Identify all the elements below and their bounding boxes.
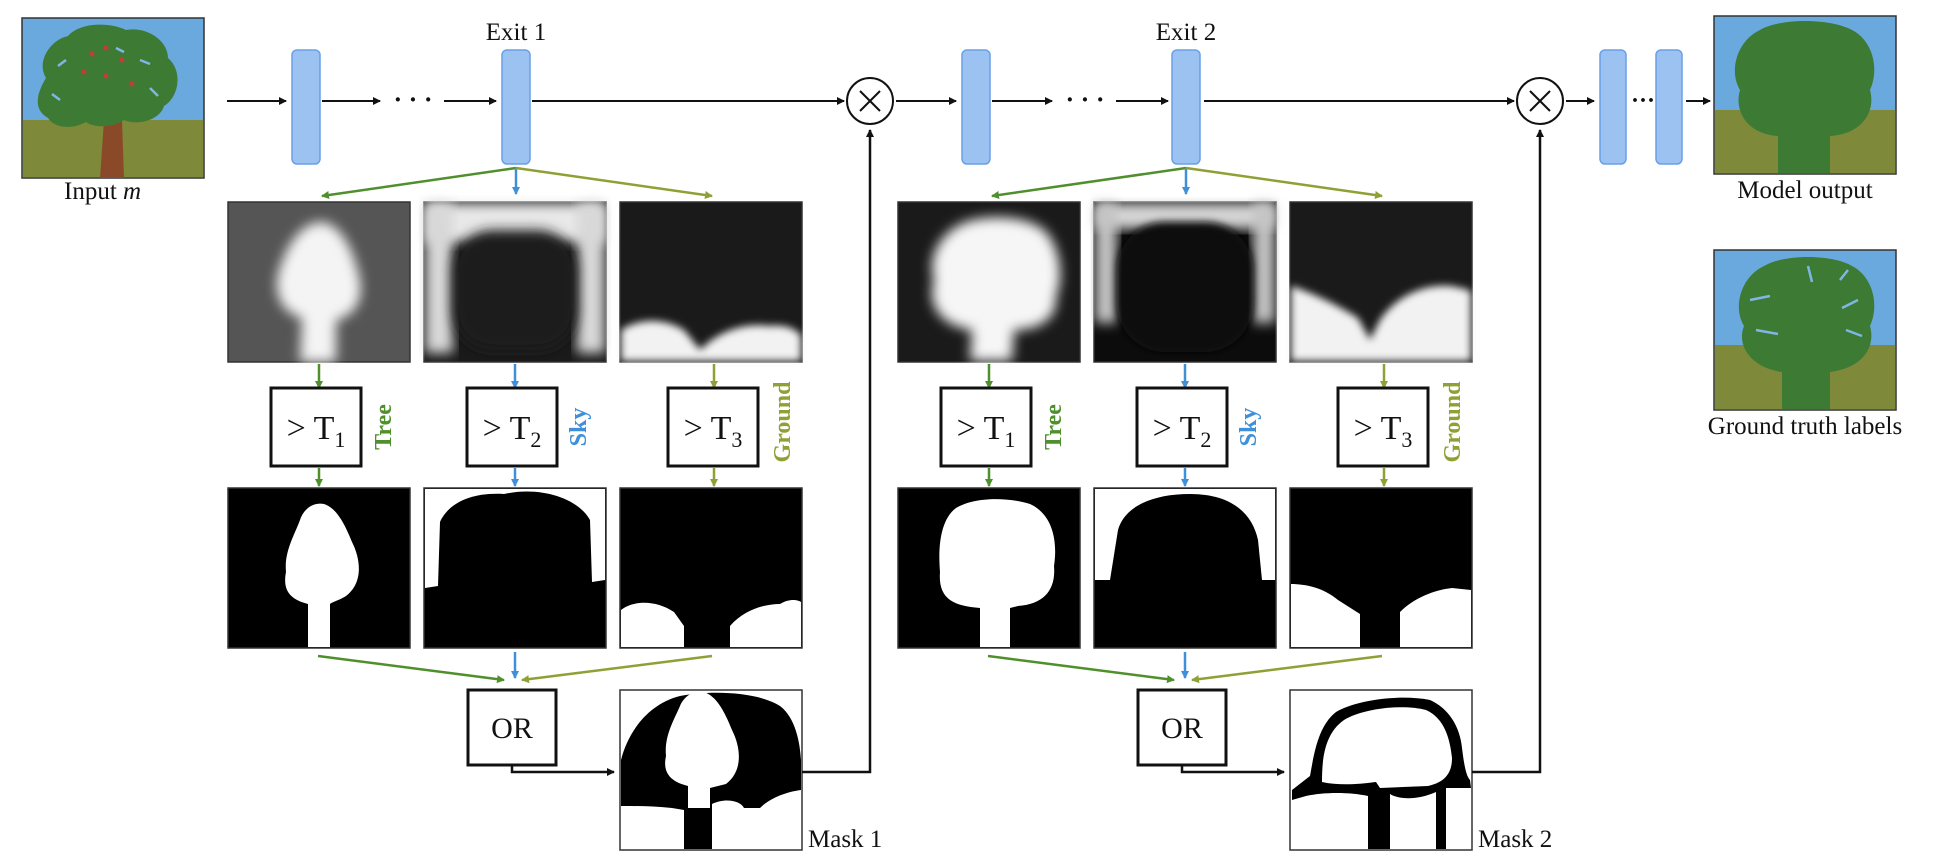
ellipsis-3: ··· bbox=[1631, 88, 1655, 114]
exit-1-label: Exit 1 bbox=[486, 19, 546, 46]
svg-text:> T2: > T2 bbox=[1153, 410, 1212, 452]
multiply-node-2 bbox=[1516, 77, 1564, 125]
exit1-threshold-ground: > T3 bbox=[666, 386, 760, 468]
exit2-threshold-ground: > T3 bbox=[1336, 386, 1430, 468]
svg-text:> T2: > T2 bbox=[483, 410, 542, 452]
exit-2-branch: > T1 > T2 > T3 Tree Sky Ground bbox=[897, 129, 1552, 853]
mask-1-label: Mask 1 bbox=[808, 826, 882, 853]
exit2-ground-prob-map bbox=[1289, 201, 1473, 363]
svg-text:OR: OR bbox=[491, 712, 533, 745]
exit1-tree-binary-mask bbox=[227, 487, 411, 649]
exit2-threshold-tree: > T1 bbox=[939, 386, 1033, 468]
exit2-class-ground-label: Ground bbox=[1440, 381, 1466, 463]
exit1-threshold-tree: > T1 bbox=[269, 386, 363, 468]
exit2-tree-prob-map bbox=[897, 201, 1081, 363]
mask-1-image bbox=[619, 689, 803, 851]
exit2-tree-binary-mask bbox=[897, 487, 1081, 649]
exit1-ground-binary-mask bbox=[619, 487, 803, 649]
multiply-node-1 bbox=[846, 77, 894, 125]
exit2-or-gate: OR bbox=[1136, 688, 1228, 767]
ellipsis-1: · · · bbox=[393, 85, 432, 114]
exit1-class-sky-label: Sky bbox=[566, 408, 592, 447]
exit-2-label: Exit 2 bbox=[1156, 19, 1216, 46]
network-blocks bbox=[291, 49, 1683, 165]
layer-block-2 bbox=[961, 49, 991, 165]
mask-2-label: Mask 2 bbox=[1478, 826, 1552, 853]
layer-block-3 bbox=[1599, 49, 1627, 165]
svg-text:> T3: > T3 bbox=[1354, 410, 1413, 452]
layer-block-exit1 bbox=[501, 49, 531, 165]
exit2-class-sky-label: Sky bbox=[1236, 408, 1262, 447]
layer-block-4 bbox=[1655, 49, 1683, 165]
ground-truth-label: Ground truth labels bbox=[1708, 413, 1902, 440]
input-image bbox=[21, 17, 205, 179]
exit1-class-ground-label: Ground bbox=[770, 381, 796, 463]
exit1-or-gate: OR bbox=[466, 688, 558, 767]
svg-text:> T3: > T3 bbox=[684, 410, 743, 452]
exit-1-branch: > T1 > T2 > T3 Tree Sky Ground bbox=[227, 129, 882, 853]
exit1-threshold-sky: > T2 bbox=[465, 386, 559, 468]
exit1-class-tree-label: Tree bbox=[371, 404, 397, 450]
mask-2-image bbox=[1289, 689, 1473, 851]
exit1-sky-binary-mask bbox=[423, 487, 607, 649]
exit1-tree-prob-map bbox=[227, 201, 411, 363]
layer-block-1 bbox=[291, 49, 321, 165]
exit2-sky-prob-map bbox=[1093, 201, 1277, 363]
exit1-sky-prob-map bbox=[423, 201, 607, 363]
exit2-class-tree-label: Tree bbox=[1041, 404, 1067, 450]
exit1-ground-prob-map bbox=[619, 201, 803, 363]
ellipsis-2: · · · bbox=[1065, 85, 1104, 114]
model-output-image bbox=[1713, 15, 1897, 175]
svg-text:OR: OR bbox=[1161, 712, 1203, 745]
exit2-sky-binary-mask bbox=[1093, 487, 1277, 649]
layer-block-exit2 bbox=[1171, 49, 1201, 165]
input-label: Input m bbox=[64, 178, 141, 205]
exit2-threshold-sky: > T2 bbox=[1135, 386, 1229, 468]
svg-text:> T1: > T1 bbox=[957, 410, 1016, 452]
ground-truth-image bbox=[1713, 249, 1897, 411]
model-output-label: Model output bbox=[1737, 177, 1872, 204]
exit2-ground-binary-mask bbox=[1289, 487, 1473, 649]
svg-text:> T1: > T1 bbox=[287, 410, 346, 452]
